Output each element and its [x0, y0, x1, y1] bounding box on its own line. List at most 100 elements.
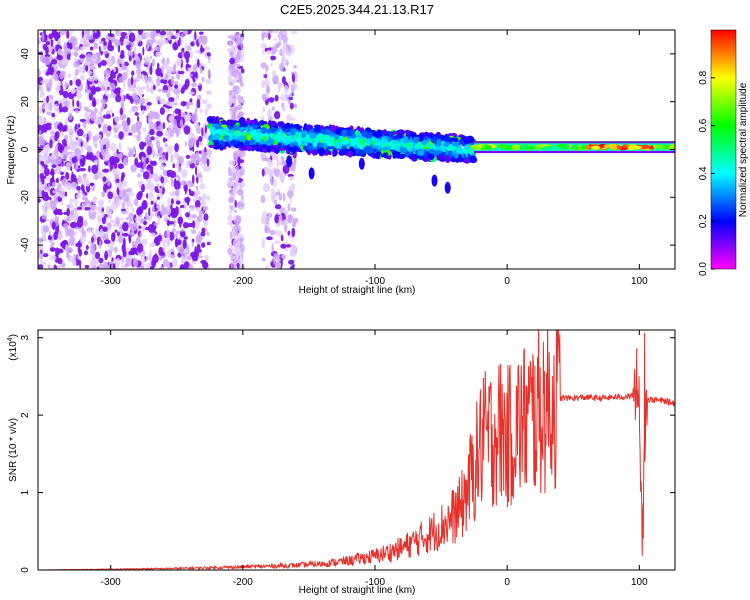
heatmap-noise-cell [198, 249, 202, 253]
heatmap-noise-cell [116, 149, 119, 154]
heatmap-noise-cell [63, 124, 68, 132]
heatmap-noise-cell [75, 243, 79, 247]
snr-peak-point [470, 445, 473, 447]
heatmap-noise-cell [139, 168, 144, 173]
heatmap-noise-cell [76, 206, 83, 210]
heatmap-noise-cell [201, 76, 205, 83]
heatmap-noise-cell [226, 41, 233, 46]
heatmap-noise-cell [73, 57, 79, 63]
heatmap-noise-cell [144, 74, 148, 85]
heatmap-noise-cell [202, 193, 207, 198]
heatmap-band-cell [366, 138, 372, 145]
heatmap-noise-cell [261, 168, 265, 177]
heatmap-noise-cell [185, 101, 190, 110]
heatmap-noise-cell [103, 41, 107, 46]
heatmap-noise-cell [54, 216, 59, 222]
heatmap-noise-cell [196, 175, 199, 184]
heatmap-noise-cell [61, 100, 64, 108]
heatmap-band-cell [383, 129, 387, 134]
heatmap-noise-cell [240, 98, 246, 104]
heatmap-noise-cell [183, 115, 191, 122]
heatmap-noise-cell [142, 109, 145, 115]
heatmap-noise-cell [116, 197, 121, 207]
heatmap-noise-cell [153, 122, 156, 131]
heatmap-noise-cell [87, 70, 93, 76]
heatmap-noise-cell [127, 132, 133, 136]
heatmap-band-cell [355, 136, 359, 144]
heatmap-noise-cell [49, 139, 53, 149]
heatmap-noise-cell [291, 30, 298, 35]
heatmap-band-cell [277, 131, 282, 139]
heatmap-band-cell [297, 133, 301, 139]
heatmap-noise-cell [197, 190, 201, 195]
heatmap-band-cell [249, 128, 254, 133]
heatmap-noise-cell [130, 164, 138, 173]
heatmap-noise-cell [273, 37, 277, 42]
heatmap-noise-cell [194, 200, 201, 209]
heatmap-noise-cell [227, 247, 233, 255]
heatmap-noise-cell [271, 106, 275, 111]
heatmap-noise-cell [170, 209, 178, 219]
heatmap-band-cell [322, 143, 328, 149]
heatmap-noise-cell [152, 254, 159, 264]
heatmap-noise-cell [161, 204, 165, 209]
heatmap-band-cell [391, 131, 399, 135]
heatmap-noise-cell [185, 56, 189, 64]
snr-y-tick-label: 3 [20, 335, 31, 341]
heatmap-band-cell [444, 155, 451, 163]
heatmap-band-cell [424, 135, 429, 141]
heatmap-band-cell [214, 133, 219, 141]
heatmap-noise-cell [52, 190, 56, 194]
heatmap-noise-cell [228, 62, 235, 71]
heatmap-band-cell [397, 153, 406, 159]
heatmap-noise-cell [69, 221, 77, 229]
heatmap-noise-cell [40, 80, 47, 84]
heatmap-noise-cell [182, 222, 189, 229]
heatmap-band-cell [340, 145, 347, 150]
heatmap-noise-cell [79, 234, 86, 245]
heatmap-noise-cell [99, 138, 106, 146]
heatmap-noise-cell [134, 107, 138, 113]
heatmap-noise-cell [127, 146, 131, 152]
snr-peak-point [482, 377, 485, 380]
heatmap-noise-cell [187, 222, 194, 228]
heatmap-noise-cell [118, 142, 122, 152]
heatmap-noise-cell [287, 203, 291, 212]
heatmap-noise-cell [202, 151, 208, 160]
heatmap-noise-cell [120, 88, 124, 94]
heatmap-noise-cell [83, 141, 88, 150]
heatmap-noise-cell [260, 195, 266, 204]
heatmap-noise-cell [45, 46, 49, 56]
heatmap-noise-cell [64, 118, 69, 127]
heatmap-noise-cell [184, 42, 187, 51]
heatmap-band-cell [430, 137, 437, 143]
heatmap-noise-cell [266, 236, 273, 241]
heatmap-noise-cell [240, 40, 243, 50]
heatmap-noise-cell [75, 68, 79, 77]
heatmap-noise-cell [266, 50, 273, 55]
heatmap-noise-cell [64, 191, 68, 197]
heatmap-noise-cell [130, 46, 134, 50]
heatmap-band-cell [213, 142, 219, 149]
heatmap-noise-cell [64, 145, 71, 151]
heatmap-noise-cell [82, 65, 85, 71]
heatmap-noise-cell [38, 188, 43, 197]
heatmap-noise-cell [71, 156, 78, 164]
heatmap-noise-cell [148, 165, 152, 169]
heatmap-noise-cell [228, 196, 235, 204]
heatmap-noise-cell [50, 255, 57, 261]
heatmap-noise-cell [261, 80, 265, 89]
heatmap-noise-cell [88, 165, 91, 173]
heatmap-band-cell [373, 148, 377, 153]
heatmap-band-cell [396, 129, 405, 136]
heatmap-noise-cell [141, 156, 144, 163]
heatmap-noise-cell [96, 149, 100, 155]
heatmap-noise-cell [157, 88, 163, 92]
heatmap-band-cell [210, 127, 214, 132]
heatmap-noise-cell [122, 249, 127, 258]
heatmap-noise-cell [270, 188, 275, 194]
spectrogram-x-label: Height of straight line (km) [299, 285, 416, 296]
heatmap-noise-cell [60, 171, 64, 175]
heatmap-noise-cell [198, 136, 203, 142]
heatmap-noise-cell [172, 218, 176, 228]
